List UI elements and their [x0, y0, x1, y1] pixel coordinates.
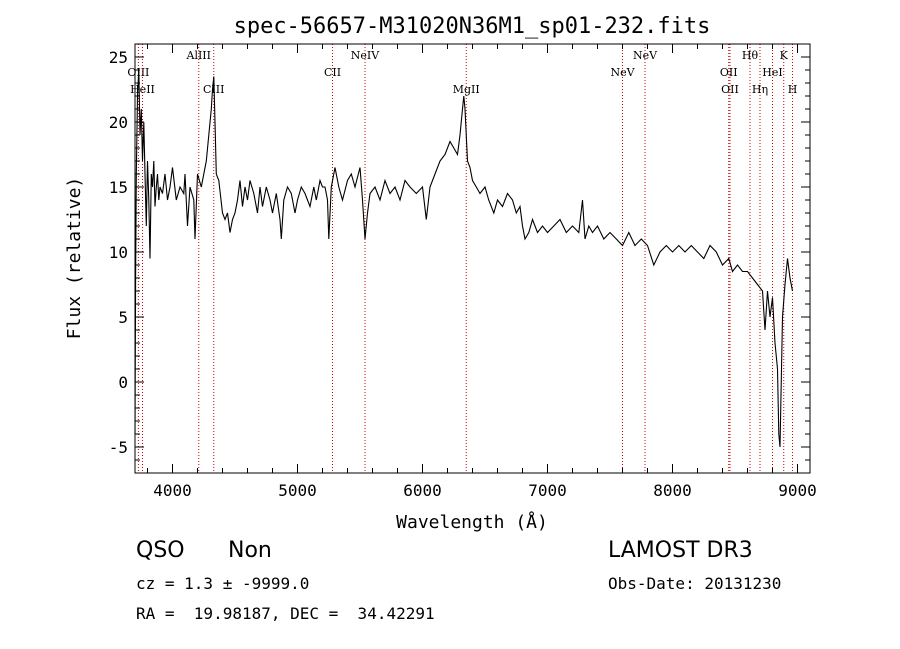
y-axis-label: Flux (relative): [64, 177, 85, 340]
x-tick-label: 4000: [153, 481, 192, 500]
x-tick-label: 7000: [528, 481, 567, 500]
y-tick-label: 15: [109, 178, 128, 197]
subclass-label: Non: [228, 538, 272, 563]
spectral-line-label: K: [780, 49, 789, 62]
plot-frame: [134, 43, 811, 474]
x-tick-label: 6000: [403, 481, 442, 500]
y-tick-label: 20: [109, 113, 128, 132]
spectral-line-label: H: [788, 83, 798, 96]
x-tick-label: 9000: [778, 481, 817, 500]
spectral-line-label: MgII: [453, 83, 480, 96]
spectral-line-label: NeV: [633, 49, 658, 62]
spectral-line-label: NeIV: [351, 49, 380, 62]
cz-readout: cz = 1.3 ± -9999.0: [136, 574, 310, 593]
classification-label: QSO: [136, 538, 185, 563]
survey-label: LAMOST DR3: [608, 538, 753, 563]
y-tick-label: 10: [109, 243, 128, 262]
spectral-line-label: Hη: [752, 83, 768, 96]
spectral-line-label: HeII: [130, 83, 155, 96]
x-tick-label: 8000: [653, 481, 692, 500]
chart-title: spec-56657-M31020N36M1_sp01-232.fits: [234, 14, 711, 39]
spectral-line-label: NeV: [610, 66, 635, 79]
y-tick-label: 25: [109, 48, 128, 67]
spectrum-series-line: [134, 69, 794, 448]
y-tick-label: 0: [118, 373, 128, 392]
spectral-line-label: OII: [720, 66, 738, 79]
spectral-line-label: HeI: [762, 66, 782, 79]
spectral-line-label: AlIII: [186, 49, 212, 62]
obs-date-readout: Obs-Date: 20131230: [608, 574, 782, 593]
x-axis-label: Wavelength (Å): [396, 511, 548, 533]
y-tick-label: -5: [109, 438, 128, 457]
coordinates-readout: RA = 19.98187, DEC = 34.42291: [136, 604, 435, 623]
y-tick-label: 5: [118, 308, 128, 327]
x-tick-label: 5000: [278, 481, 317, 500]
plot-area: OIIIHeIIAlIIICIIICIINeIVMgIINeVNeVOIIOII…: [109, 43, 817, 500]
spectral-line-label: Hθ: [742, 49, 759, 62]
spectral-line-label: OII: [721, 83, 739, 96]
spectral-line-label: CII: [324, 66, 341, 79]
